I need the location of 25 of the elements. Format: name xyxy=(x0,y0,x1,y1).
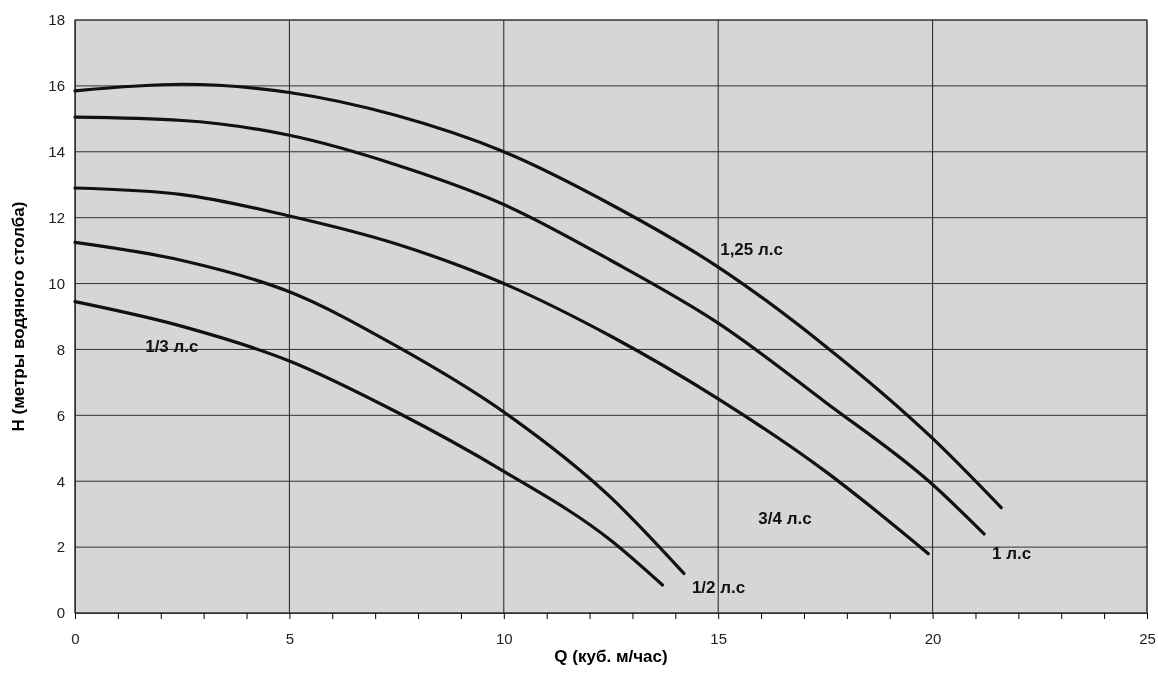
y-tick-label: 12 xyxy=(48,208,65,226)
x-tick-label: 10 xyxy=(495,629,513,647)
series-label: 1/2 л.с xyxy=(691,578,746,598)
y-tick-label: 0 xyxy=(56,604,65,622)
y-tick-label: 10 xyxy=(48,274,65,292)
x-tick-label: 25 xyxy=(1139,629,1156,647)
series-label: 1 л.с xyxy=(992,543,1032,563)
y-tick-label: 18 xyxy=(48,11,65,29)
x-tick-label: 15 xyxy=(710,629,728,647)
x-tick-label: 0 xyxy=(71,629,80,647)
y-tick-label: 16 xyxy=(48,77,65,95)
y-axis-title: H (метры водяного столба) xyxy=(9,201,28,432)
x-tick-label: 20 xyxy=(924,629,942,647)
y-tick-label: 2 xyxy=(56,538,65,556)
series-label: 1,25 л.с xyxy=(720,240,783,260)
x-axis-title: Q (куб. м/час) xyxy=(554,647,668,666)
line-series xyxy=(73,240,686,576)
y-tick-label: 8 xyxy=(56,340,65,358)
line-series xyxy=(73,186,930,556)
text: 3/4 л.с xyxy=(758,508,812,528)
x-tick-label: 5 xyxy=(285,629,295,647)
y-tick-label: 14 xyxy=(48,143,65,161)
line-series xyxy=(73,300,665,587)
y-tick-label: 6 xyxy=(56,406,65,424)
y-tick-label: 4 xyxy=(56,472,65,490)
